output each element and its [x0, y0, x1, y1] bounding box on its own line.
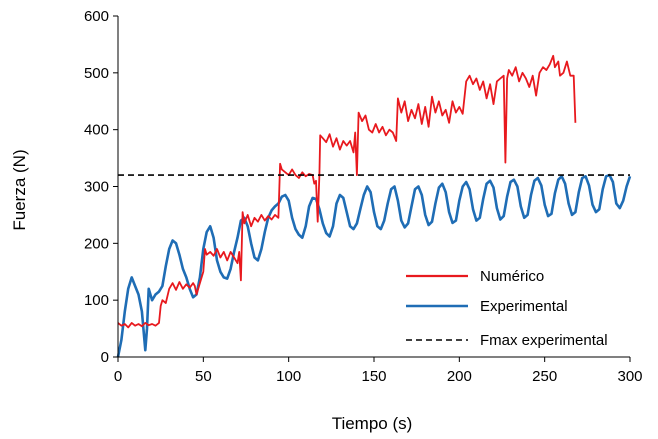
plot-lines — [116, 54, 632, 358]
x-tick-label: 200 — [447, 368, 472, 385]
x-tick-label: 100 — [276, 368, 301, 385]
legend-label-fmax: Fmax experimental — [480, 332, 608, 349]
x-tick-label: 300 — [617, 368, 642, 385]
series-line-numerico — [117, 54, 577, 329]
axes: 0 100 200 300 400 500 600 0 50 100 150 200 250 300 — [84, 8, 643, 385]
y-tick-label: 300 — [84, 179, 109, 196]
y-tick-label: 500 — [84, 65, 109, 82]
y-axis-title: Fuerza (N) — [10, 149, 29, 230]
y-tick-label: 100 — [84, 292, 109, 309]
x-tick-label: 150 — [361, 368, 386, 385]
y-tick-label: 400 — [84, 122, 109, 139]
legend-label-numerico: Numérico — [480, 268, 544, 285]
y-tick-label: 0 — [101, 349, 109, 366]
legend: Numérico Experimental Fmax experimental — [406, 268, 608, 349]
legend-label-experimental: Experimental — [480, 298, 568, 315]
x-tick-label: 50 — [195, 368, 212, 385]
y-tick-label: 200 — [84, 235, 109, 252]
x-axis-title: Tiempo (s) — [332, 414, 413, 433]
x-tick-label: 0 — [114, 368, 122, 385]
series-line-experimental — [116, 173, 632, 358]
y-tick-label: 600 — [84, 8, 109, 25]
x-tick-label: 250 — [532, 368, 557, 385]
